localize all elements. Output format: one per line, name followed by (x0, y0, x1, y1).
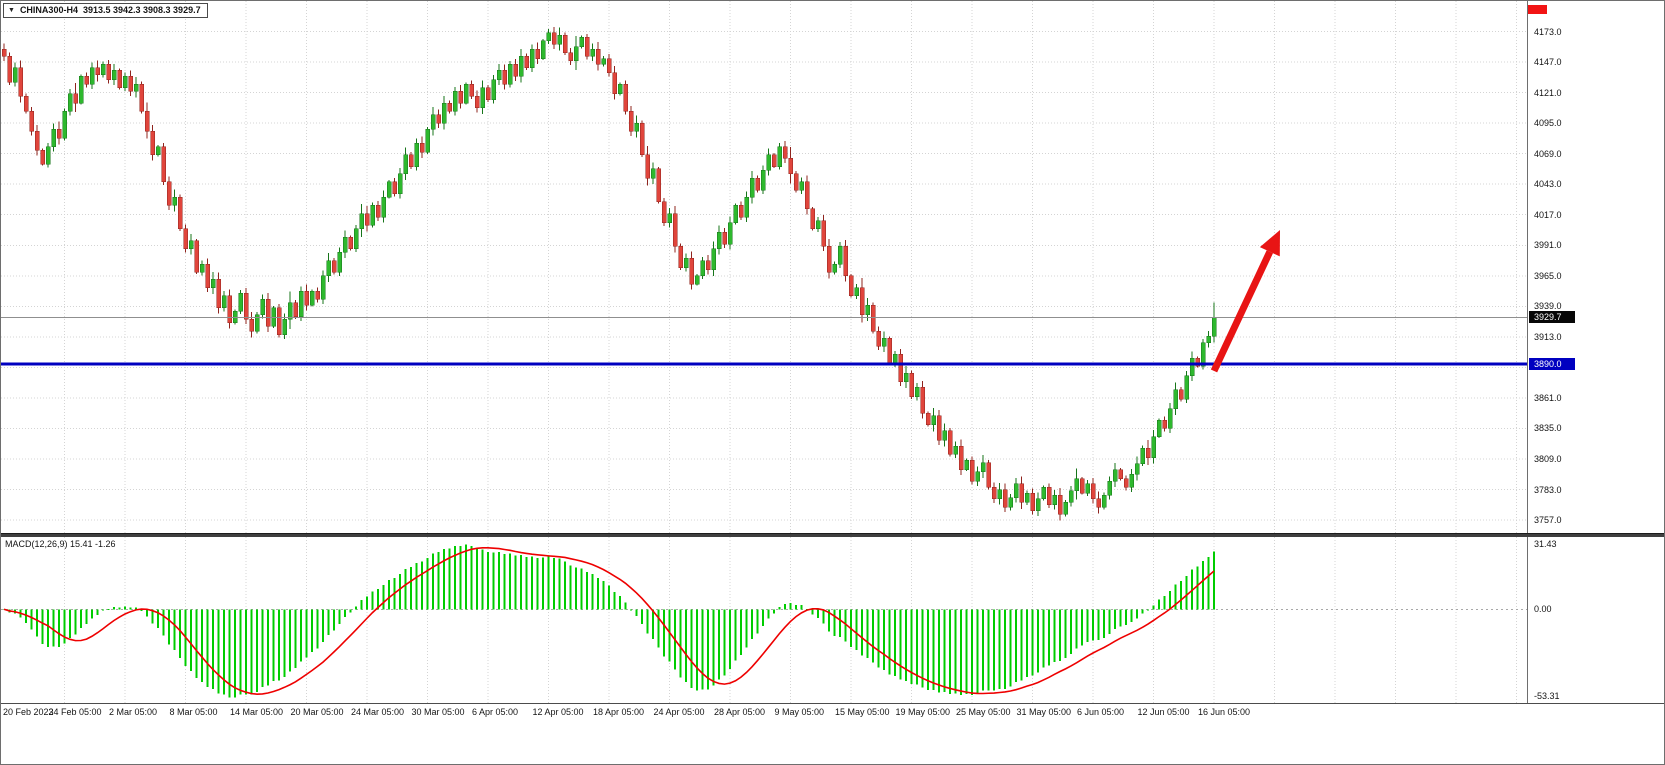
macd-chart[interactable] (1, 537, 1527, 703)
time-axis-label: 24 Apr 05:00 (653, 707, 705, 717)
price-axis-label: 3757.0 (1534, 515, 1562, 526)
price-axis-label: 3835.0 (1534, 423, 1562, 434)
price-axis-label: 3809.0 (1534, 454, 1562, 464)
time-axis-label: 16 Jun 05:00 (1198, 707, 1251, 717)
macd-scale-max-label: 31.43 (1534, 539, 1557, 549)
time-axis-label: 19 May 05:00 (895, 707, 951, 717)
price-axis-label: 3939.0 (1534, 301, 1562, 312)
time-axis-label: 20 Mar 05:00 (290, 707, 344, 717)
quote-ohlc-label: 3913.5 3942.3 3908.3 3929.7 (82, 5, 201, 15)
macd-scale-min-label: -53.31 (1534, 691, 1560, 701)
time-axis-label: 12 Jun 05:00 (1137, 707, 1190, 717)
trend-arrow[interactable] (1210, 230, 1280, 373)
time-axis-label: 24 Mar 05:00 (351, 707, 405, 717)
time-axis-label: 25 May 05:00 (956, 707, 1011, 717)
symbol-period-label: CHINA300-H4 (19, 5, 78, 15)
price-axis-label: 4121.0 (1534, 87, 1562, 98)
macd-indicator-label: MACD(12,26,9) 15.41 -1.26 (5, 539, 116, 549)
time-axis-label: 6 Jun 05:00 (1077, 707, 1125, 717)
time-axis-label: 6 Apr 05:00 (472, 707, 519, 717)
time-axis-label: 12 Apr 05:00 (532, 707, 584, 717)
time-axis-label: 28 Apr 05:00 (714, 707, 766, 717)
dropdown-caret-icon[interactable]: ▼ (8, 7, 15, 14)
time-axis[interactable]: 20 Feb 2023 24 Feb 05:00 2 Mar 05:00 8 Mar … (1, 703, 1664, 720)
price-chart-pane[interactable]: ▼ CHINA300-H4 3913.5 3942.3 3908.3 3929.… (1, 1, 1527, 533)
time-axis-label: 15 May 05:00 (835, 707, 890, 717)
time-axis-label: 20 Feb 2023 (3, 707, 54, 717)
pane-divider[interactable] (1, 533, 1664, 537)
price-axis-label: 3991.0 (1534, 240, 1562, 251)
candlestick-chart[interactable] (1, 1, 1527, 533)
bottom-margin (1, 720, 1664, 764)
time-axis-label: 2 Mar 05:00 (109, 707, 158, 717)
price-axis-label: 3913.0 (1534, 331, 1562, 342)
price-axis-label: 4147.0 (1534, 57, 1562, 68)
price-axis-label: 4043.0 (1534, 179, 1562, 190)
price-axis[interactable]: 3929.7 3890.0 31.43 0.00 -53.31 4173.0 41… (1527, 1, 1664, 703)
price-axis-label: 4069.0 (1534, 148, 1562, 159)
price-axis-label: 4017.0 (1534, 209, 1562, 220)
hline-price-tag: 3890.0 (1529, 357, 1575, 370)
time-axis-label: 9 May 05:00 (774, 707, 825, 717)
symbol-selector[interactable]: ▼ CHINA300-H4 3913.5 3942.3 3908.3 3929.… (3, 3, 208, 18)
macd-indicator-pane[interactable]: MACD(12,26,9) 15.41 -1.26 (1, 537, 1527, 703)
price-axis-label: 3861.0 (1534, 392, 1562, 403)
time-axis-label: 8 Mar 05:00 (169, 707, 218, 717)
price-axis-label: 3783.0 (1534, 484, 1562, 495)
time-axis-label: 30 Mar 05:00 (411, 707, 465, 717)
time-axis-label: 18 Apr 05:00 (593, 707, 645, 717)
price-axis-label: 3965.0 (1534, 270, 1562, 281)
alert-marker (1528, 5, 1547, 14)
macd-scale-zero-label: 0.00 (1534, 604, 1552, 615)
price-axis-label: 4173.0 (1534, 26, 1562, 37)
time-axis-label: 24 Feb 05:00 (48, 707, 102, 717)
price-axis-label: 4095.0 (1534, 118, 1562, 129)
bid-price-tag: 3929.7 (1529, 311, 1575, 324)
time-axis-label: 31 May 05:00 (1016, 707, 1072, 717)
time-axis-label: 14 Mar 05:00 (230, 707, 284, 717)
